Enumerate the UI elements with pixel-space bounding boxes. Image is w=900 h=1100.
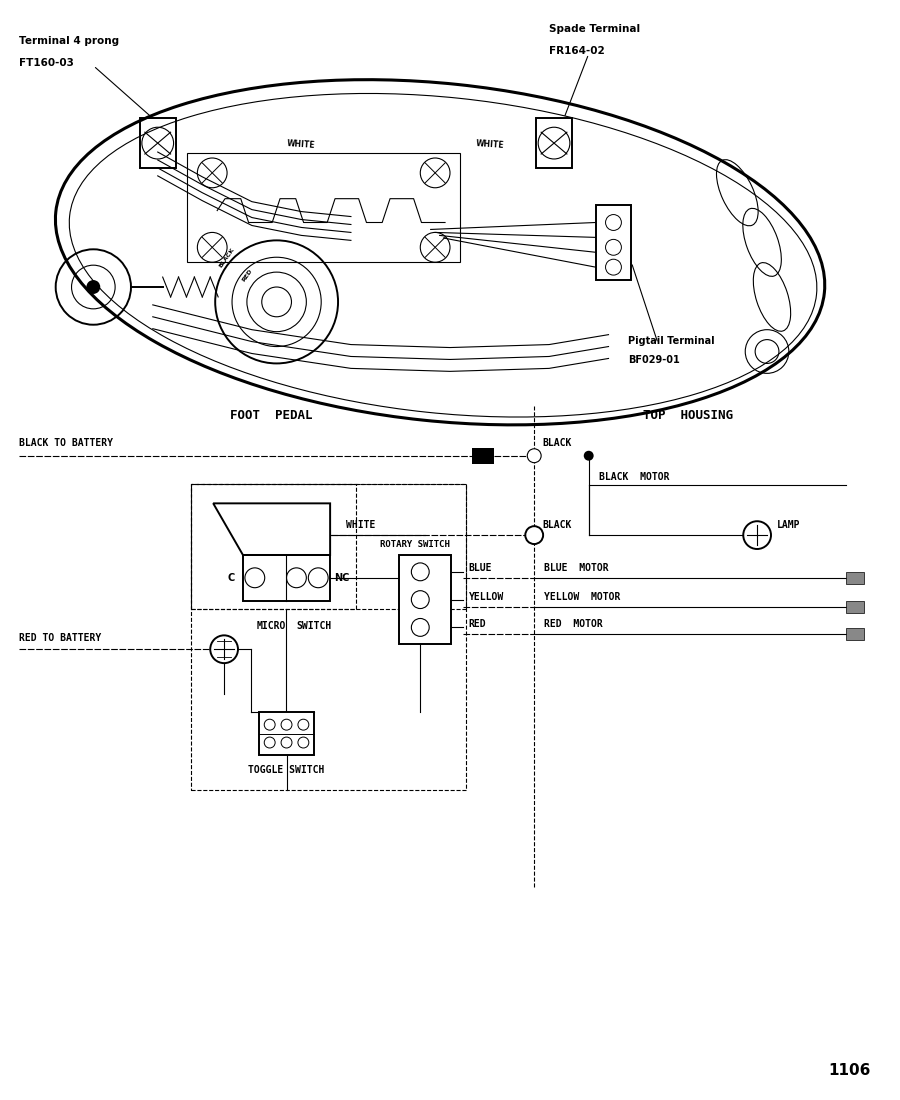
Text: 1: 1 xyxy=(430,568,436,576)
Text: NO: NO xyxy=(299,544,316,556)
Circle shape xyxy=(584,451,594,461)
Text: WHITE: WHITE xyxy=(346,520,375,530)
Text: FOOT  PEDAL: FOOT PEDAL xyxy=(230,409,313,422)
FancyBboxPatch shape xyxy=(243,556,330,601)
Text: WHITE: WHITE xyxy=(287,139,316,150)
Text: Spade Terminal: Spade Terminal xyxy=(549,24,640,34)
Text: BLACK: BLACK xyxy=(542,438,572,448)
Text: FR164-02: FR164-02 xyxy=(549,46,605,56)
Text: SWITCH: SWITCH xyxy=(296,621,332,631)
Text: LAMP: LAMP xyxy=(777,520,800,530)
Polygon shape xyxy=(213,504,330,556)
Text: RED: RED xyxy=(469,619,486,629)
Text: RED TO BATTERY: RED TO BATTERY xyxy=(19,634,102,643)
FancyBboxPatch shape xyxy=(846,601,864,613)
Text: RED  MOTOR: RED MOTOR xyxy=(544,619,603,629)
Text: BLACK  MOTOR: BLACK MOTOR xyxy=(598,472,669,482)
FancyBboxPatch shape xyxy=(596,205,631,280)
Text: C: C xyxy=(228,573,235,583)
FancyBboxPatch shape xyxy=(259,712,314,756)
Circle shape xyxy=(211,636,238,663)
Text: YELLOW  MOTOR: YELLOW MOTOR xyxy=(544,592,620,602)
Text: BLUE: BLUE xyxy=(469,563,492,573)
Text: BLUE  MOTOR: BLUE MOTOR xyxy=(544,563,608,573)
FancyBboxPatch shape xyxy=(846,572,864,584)
Text: TOP  HOUSING: TOP HOUSING xyxy=(643,409,733,422)
Text: 1106: 1106 xyxy=(829,1063,871,1078)
Text: MICRO: MICRO xyxy=(256,621,286,631)
Text: ROTARY SWITCH: ROTARY SWITCH xyxy=(381,540,450,549)
Text: BF029-01: BF029-01 xyxy=(628,355,680,365)
Text: Pigtail Terminal: Pigtail Terminal xyxy=(628,336,715,345)
Text: BLACK: BLACK xyxy=(219,246,236,268)
Text: FT160-03: FT160-03 xyxy=(19,57,74,68)
Circle shape xyxy=(527,449,541,463)
Text: BLACK TO BATTERY: BLACK TO BATTERY xyxy=(19,438,113,448)
Text: Terminal 4 prong: Terminal 4 prong xyxy=(19,36,119,46)
FancyBboxPatch shape xyxy=(400,556,451,645)
Text: NC: NC xyxy=(334,573,349,583)
Text: 2: 2 xyxy=(430,595,436,604)
Text: TOGGLE SWITCH: TOGGLE SWITCH xyxy=(248,766,325,775)
Circle shape xyxy=(86,280,100,294)
Text: YELLOW: YELLOW xyxy=(469,592,504,602)
Text: 4: 4 xyxy=(430,623,436,631)
Circle shape xyxy=(526,526,543,544)
FancyBboxPatch shape xyxy=(846,628,864,640)
FancyBboxPatch shape xyxy=(472,448,493,464)
Text: WHITE: WHITE xyxy=(475,139,504,150)
Text: BLACK: BLACK xyxy=(542,520,572,530)
Text: RED: RED xyxy=(240,268,253,283)
